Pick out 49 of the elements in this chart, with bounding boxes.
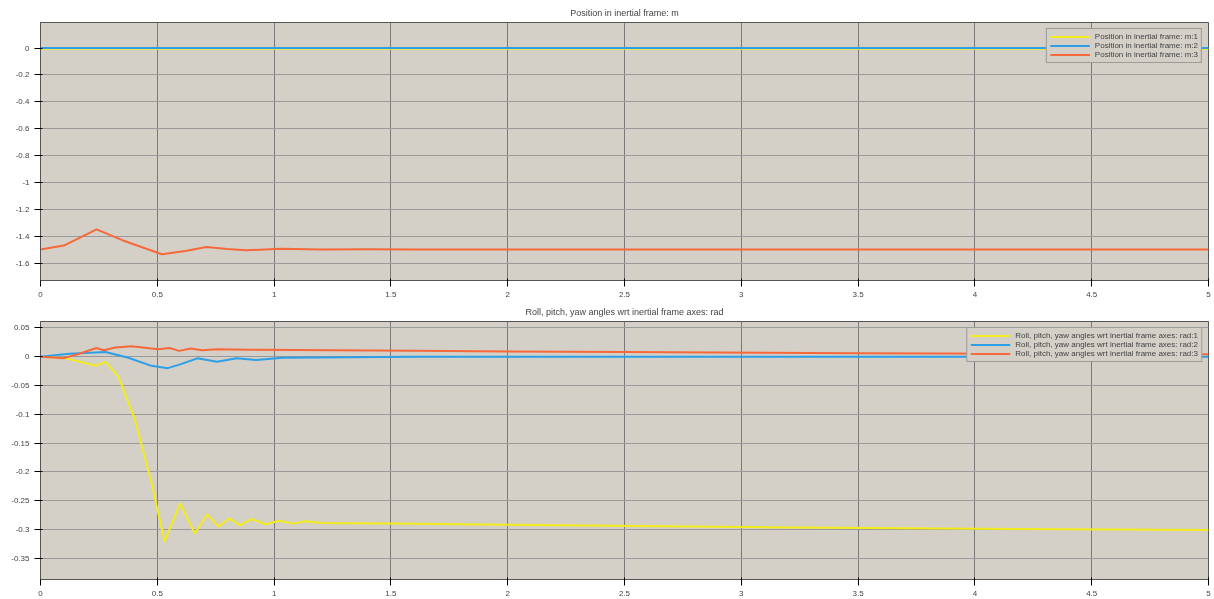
y-tick-label: -1 — [22, 177, 31, 187]
chart-title: Roll, pitch, yaw angles wrt inertial frame axes: rad — [525, 306, 724, 317]
x-tick-label: 4.5 — [1086, 588, 1098, 598]
y-tick-label: -1.6 — [15, 258, 31, 268]
x-tick-label: 2.5 — [618, 588, 631, 598]
y-tick-label: -0.2 — [15, 70, 31, 80]
x-tick-label: 3 — [739, 588, 745, 598]
legend-label: Roll, pitch, yaw angles wrt inertial frame axes: rad:3 — [1015, 349, 1198, 358]
y-tick-label: -0.1 — [15, 409, 31, 419]
x-tick-label: 0 — [38, 289, 44, 299]
y-tick-label: -0.2 — [15, 467, 31, 477]
x-tick-label: 4.5 — [1086, 289, 1098, 299]
x-tick-label: 1.5 — [385, 289, 398, 299]
y-tick-label: -0.4 — [15, 97, 31, 107]
y-tick-label: -0.35 — [11, 553, 31, 563]
legend-label: Roll, pitch, yaw angles wrt inertial frame axes: rad:2 — [1015, 340, 1198, 349]
y-tick-label: 0 — [25, 352, 31, 362]
y-tick-label: -1.4 — [15, 231, 31, 241]
y-tick-label: -1.2 — [15, 204, 31, 214]
x-tick-label: 3.5 — [852, 588, 865, 598]
legend-label: Position in inertial frame: m:3 — [1094, 50, 1198, 59]
x-tick-label: 2 — [505, 289, 511, 299]
x-tick-label: 5 — [1206, 289, 1212, 299]
y-tick-label: -0.15 — [11, 438, 31, 448]
x-tick-label: 3.5 — [852, 289, 865, 299]
x-tick-label: 4 — [972, 289, 978, 299]
line-series — [40, 228, 1209, 256]
chart-title: Position in inertial frame: m — [570, 7, 679, 18]
x-tick-label: 2 — [505, 588, 511, 598]
x-tick-label: 0.5 — [151, 289, 164, 299]
x-tick-label: 0 — [38, 588, 44, 598]
legend-label: Position in inertial frame: m:2 — [1094, 41, 1198, 50]
x-tick-label: 2.5 — [618, 289, 631, 299]
x-tick-label: 3 — [739, 289, 745, 299]
y-tick-label: -0.3 — [15, 524, 31, 534]
y-tick-label: -0.05 — [11, 380, 31, 390]
y-tick-label: -0.6 — [15, 124, 31, 134]
legend-label: Position in inertial frame: m:1 — [1094, 32, 1198, 41]
x-tick-label: 1 — [271, 588, 277, 598]
y-tick-label: -0.8 — [15, 151, 31, 161]
y-tick-label: 0 — [25, 43, 31, 53]
x-tick-label: 4 — [972, 588, 978, 598]
y-tick-label: -0.25 — [11, 496, 31, 506]
x-tick-label: 1.5 — [385, 588, 398, 598]
legend-label: Roll, pitch, yaw angles wrt inertial frame axes: rad:1 — [1015, 331, 1198, 340]
x-tick-label: 5 — [1206, 588, 1212, 598]
y-tick-label: 0.05 — [13, 323, 31, 333]
x-tick-label: 0.5 — [151, 588, 164, 598]
x-tick-label: 1 — [271, 289, 277, 299]
